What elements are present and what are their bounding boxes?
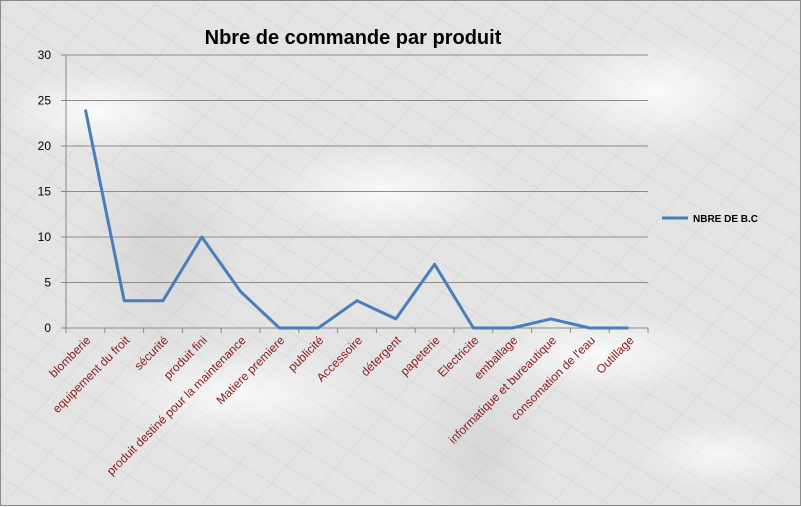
y-tick-label: 25 <box>38 94 52 108</box>
y-tick-label: 20 <box>38 139 52 153</box>
y-axis-ticks: 0 5 10 15 20 25 30 <box>38 48 66 335</box>
y-tick-label: 15 <box>38 185 52 199</box>
chart-title: Nbre de commande par produit <box>205 27 502 49</box>
series-line <box>85 110 628 328</box>
x-tick-label: Outillage <box>593 333 637 377</box>
gridlines <box>66 55 648 283</box>
legend-label: NBRE DE B.C <box>693 214 758 225</box>
legend: NBRE DE B.C <box>662 214 758 225</box>
y-tick-label: 5 <box>44 276 51 290</box>
y-tick-label: 0 <box>44 321 51 335</box>
x-tick-label: produit destiné pour la maintenance <box>104 333 249 478</box>
y-tick-label: 30 <box>38 48 52 62</box>
series-layer <box>85 110 628 329</box>
x-tick-label: Matiere premiere <box>213 333 287 407</box>
x-tick-label: détergent <box>358 333 404 379</box>
y-tick-label: 10 <box>38 230 52 244</box>
